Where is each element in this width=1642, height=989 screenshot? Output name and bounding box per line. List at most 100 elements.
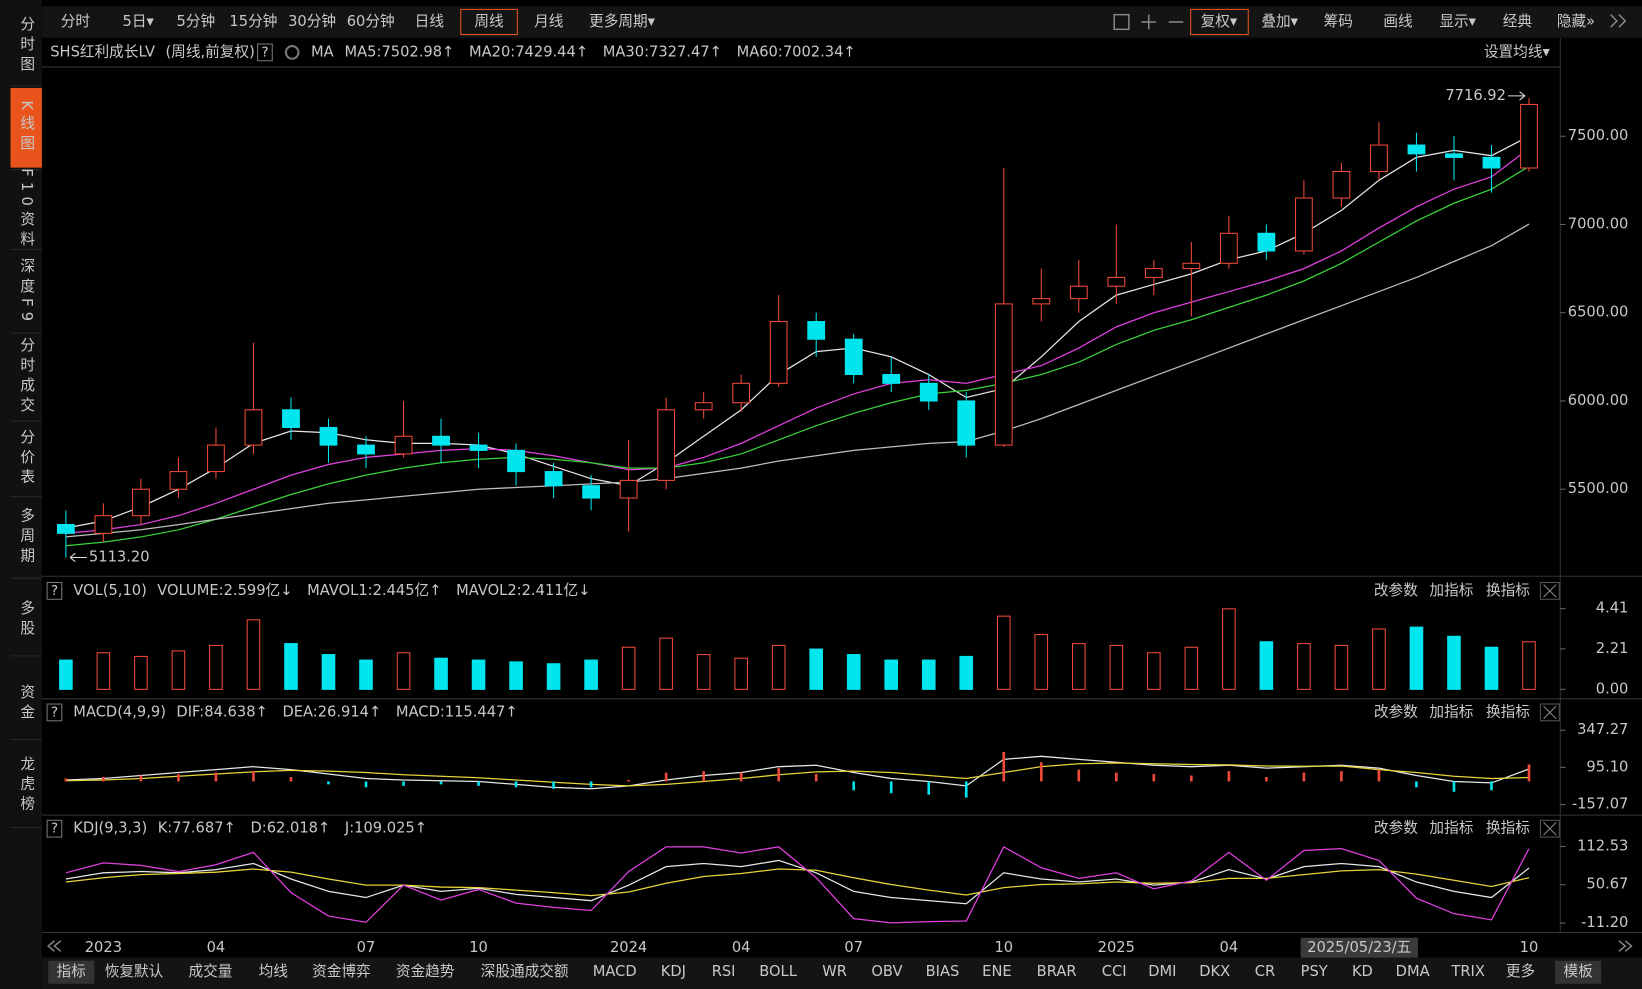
panel-close-box[interactable] <box>1539 581 1560 600</box>
panel-close[interactable] <box>1543 705 1557 720</box>
panel-button[interactable]: 换指标 <box>1486 820 1530 837</box>
bottom-tab[interactable]: 资金博弈 <box>312 963 371 980</box>
bottom-tab[interactable]: BIAS <box>926 963 960 980</box>
period-button[interactable]: 日线 <box>415 13 445 30</box>
sidebar-item[interactable]: 分价表 <box>18 429 35 489</box>
tool-button[interactable]: 叠加▾ <box>1261 13 1298 30</box>
period-button[interactable]: 更多周期▾ <box>589 13 656 30</box>
help-mark[interactable]: ? <box>51 821 58 837</box>
period-button[interactable]: 5日▾ <box>123 13 155 30</box>
bottom-tab[interactable]: RSI <box>712 963 736 980</box>
help-mark[interactable]: ? <box>51 704 58 720</box>
bottom-tab[interactable]: TRIX <box>1450 963 1484 980</box>
panel-close[interactable] <box>1543 822 1557 836</box>
candle-body <box>1332 171 1351 199</box>
sidebar-item[interactable]: 龙虎榜 <box>18 756 35 816</box>
tool-button[interactable]: 隐藏» <box>1557 13 1595 30</box>
bottom-tab[interactable]: 指标 <box>57 963 87 980</box>
period-button[interactable]: 30分钟 <box>288 13 336 30</box>
frame <box>41 37 1642 933</box>
bottom-tab[interactable]: 均线 <box>259 963 289 980</box>
panel-close[interactable] <box>1543 584 1557 598</box>
sidebar-item[interactable]: F10资料 <box>18 168 35 251</box>
indicator-line <box>65 223 1530 538</box>
bottom-tab[interactable]: BRAR <box>1037 963 1077 980</box>
bottom-tab[interactable]: 资金趋势 <box>396 963 455 980</box>
bottom-tab[interactable]: OBV <box>871 963 902 980</box>
period-button[interactable]: 周线 <box>474 13 504 30</box>
candle-body <box>882 373 901 384</box>
bottom-tab[interactable]: MACD <box>593 963 637 980</box>
candle-body <box>1407 144 1426 155</box>
indicator-line <box>65 762 1530 787</box>
sidebar-item[interactable]: 分时成交 <box>18 337 35 417</box>
sidebar-item[interactable]: 深度F9 <box>18 258 35 326</box>
volume-bar <box>584 659 598 690</box>
bottom-tab[interactable]: 深股通成交额 <box>481 962 569 980</box>
candle-body <box>1032 298 1051 305</box>
period-button[interactable]: 月线 <box>534 13 564 30</box>
candle-body <box>544 471 563 487</box>
bottom-tab[interactable]: 恢复默认 <box>105 962 164 980</box>
candle-body <box>582 485 601 499</box>
sidebar-item[interactable]: K线图 <box>18 100 35 155</box>
panel-close-box[interactable] <box>1539 819 1560 838</box>
candle-body <box>807 321 826 340</box>
bottom-tab[interactable]: CCI <box>1102 963 1127 980</box>
panel-close-box[interactable] <box>1539 703 1560 722</box>
panel-button[interactable]: 换指标 <box>1486 703 1530 720</box>
sidebar-item[interactable]: 多周期 <box>18 507 35 567</box>
x-tick-label: 07 <box>357 939 376 956</box>
bottom-tab[interactable]: 更多 <box>1506 963 1535 980</box>
gear-icon[interactable] <box>284 45 300 60</box>
panel-button[interactable]: 改参数 <box>1374 703 1418 720</box>
tool-button[interactable]: 筹码 <box>1324 13 1353 30</box>
ma-settings[interactable]: 设置均线▾ <box>1484 43 1551 60</box>
toolbar-icons[interactable] <box>47 13 1633 952</box>
bottom-tab[interactable]: PSY <box>1301 963 1328 980</box>
volume-bar <box>321 654 336 690</box>
sidebar-item[interactable]: 分时图 <box>18 16 35 76</box>
tool-button[interactable]: 画线 <box>1383 13 1413 30</box>
panel-button[interactable]: 加指标 <box>1429 820 1473 837</box>
candle-body <box>1294 197 1313 252</box>
panel-button[interactable]: 加指标 <box>1429 703 1473 720</box>
panel-button[interactable]: 加指标 <box>1429 582 1473 599</box>
x-tick-label: 04 <box>1220 939 1239 956</box>
tool-button[interactable]: 复权▾ <box>1201 12 1238 30</box>
indicator-line <box>65 165 1530 547</box>
period-button[interactable]: 5分钟 <box>177 13 216 30</box>
help-mark[interactable]: ? <box>51 583 58 599</box>
panel-button[interactable]: 改参数 <box>1374 582 1418 599</box>
period-button[interactable]: 15分钟 <box>229 13 277 30</box>
volume-bar <box>434 657 448 690</box>
period-button[interactable]: 60分钟 <box>347 13 395 30</box>
x-tick-label: 07 <box>844 939 863 956</box>
period-button[interactable]: 分时 <box>61 13 91 30</box>
bottom-tab[interactable]: 模板 <box>1563 962 1593 980</box>
panel-button[interactable]: 换指标 <box>1486 582 1530 599</box>
sidebar-item[interactable]: 资金 <box>18 684 35 724</box>
legend-entry: MA20:7429.44↑ <box>469 43 588 60</box>
bottom-tab[interactable]: DKX <box>1199 963 1230 980</box>
candle-body <box>1144 268 1163 278</box>
sidebar-active <box>10 88 42 168</box>
bottom-tab[interactable]: ENE <box>982 963 1011 980</box>
x-tick-label: 10 <box>1520 939 1539 956</box>
help-mark[interactable]: ? <box>261 44 268 60</box>
bottom-tab[interactable]: WR <box>822 963 847 980</box>
tool-button[interactable]: 显示▾ <box>1439 13 1476 30</box>
bottom-tab[interactable]: 成交量 <box>188 962 232 980</box>
bottom-tab[interactable]: CR <box>1255 963 1275 980</box>
tool-button[interactable]: 经典 <box>1503 13 1533 30</box>
bottom-tab[interactable]: DMI <box>1148 963 1176 980</box>
candle-body <box>1069 285 1088 300</box>
sidebar-item[interactable]: 多股 <box>18 600 35 640</box>
bottom-tab[interactable]: DMA <box>1396 963 1430 980</box>
bottom-tab[interactable]: KDJ <box>661 963 686 980</box>
bottom-tab[interactable]: KD <box>1352 963 1373 980</box>
candle-body <box>919 382 938 402</box>
panel-button[interactable]: 改参数 <box>1374 820 1418 837</box>
bottom-tab[interactable]: BOLL <box>759 963 797 980</box>
volume-bar <box>246 619 261 690</box>
